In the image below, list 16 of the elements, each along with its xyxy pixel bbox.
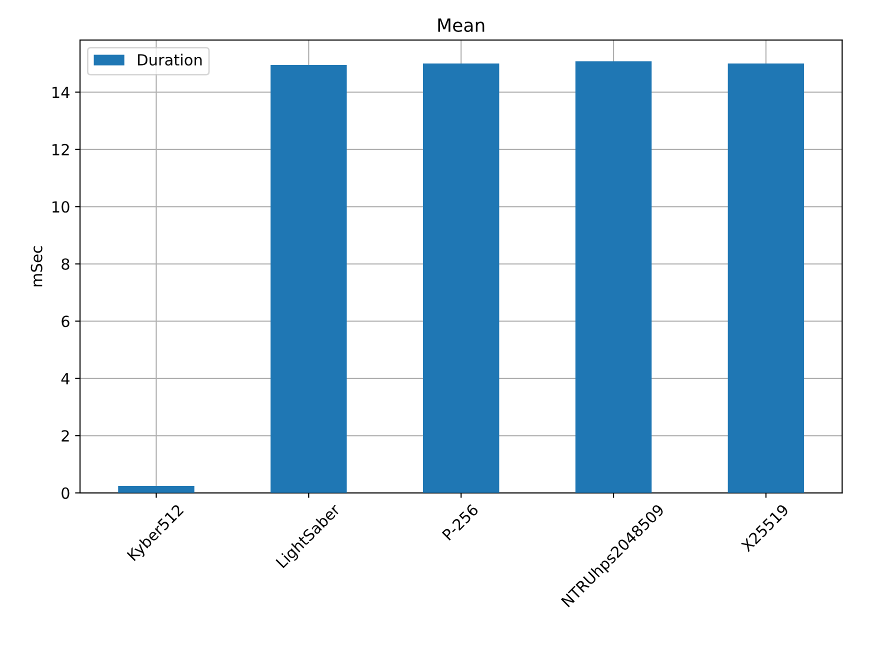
chart-title: Mean: [438, 18, 484, 32]
y-tick-label: 10: [52, 201, 70, 213]
y-tick-label: 6: [62, 316, 70, 328]
bar: [270, 64, 347, 493]
y-tick-label: 14: [52, 86, 70, 98]
y-tick-label: 12: [52, 144, 69, 156]
bar: [118, 486, 194, 493]
bar: [422, 64, 500, 493]
y-tick-label: 0: [62, 487, 70, 499]
bar: [728, 64, 804, 493]
y-tick-label: 8: [62, 258, 70, 270]
legend-label: Duration: [138, 54, 202, 66]
y-tick-label: 2: [62, 430, 69, 442]
bar: [575, 61, 652, 493]
y-axis-title: mSec: [30, 246, 42, 286]
y-tick-label: 4: [61, 373, 70, 384]
